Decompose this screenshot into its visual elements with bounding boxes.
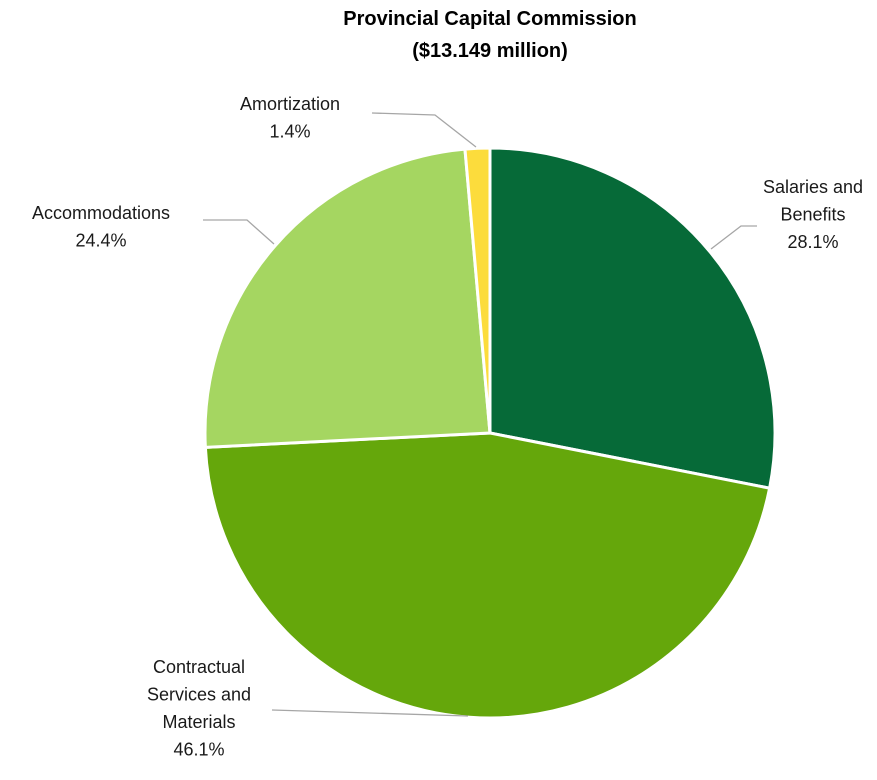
slice-accommodations: [203, 147, 492, 449]
data-label-accommodations: Accommodations 24.4%: [32, 203, 170, 251]
data-label-category: Accommodations: [32, 203, 170, 223]
slice-contractual-services-and-materials: [203, 431, 772, 720]
chart-title-line-2: ($13.149 million): [412, 40, 568, 62]
chart-title-line-1: Provincial Capital Commission: [343, 8, 636, 30]
data-labels: Salaries and Benefits 28.1% Contractual Serv…: [32, 94, 863, 760]
data-label-percent: 24.4%: [75, 231, 126, 251]
data-label-category: Services and: [147, 685, 251, 705]
chart-title: Provincial Capital Commission ($13.149 m…: [343, 8, 636, 62]
data-label-category: Benefits: [780, 205, 845, 225]
leader-line-amortization: [371, 112, 477, 148]
leader-lines: [203, 112, 757, 717]
data-label-amortization: Amortization 1.4%: [240, 94, 340, 142]
data-label-category: Amortization: [240, 94, 340, 114]
leader-line-salaries-and-benefits: [710, 225, 757, 250]
data-label-category: Salaries and: [763, 177, 863, 197]
data-label-percent: 28.1%: [787, 232, 838, 252]
data-label-category: Contractual: [153, 657, 245, 677]
leader-line-contractual-services-and-materials: [271, 709, 469, 717]
slice-salaries-and-benefits: [488, 146, 777, 490]
data-label-category: Materials: [162, 712, 235, 732]
pie-slices: [203, 146, 777, 720]
slice-amortization: [463, 146, 492, 435]
data-label-contractual-services-and-materials: Contractual Services and Materials 46.1%: [147, 657, 251, 760]
leader-line-accommodations: [203, 219, 275, 245]
data-label-salaries-and-benefits: Salaries and Benefits 28.1%: [763, 177, 863, 252]
data-label-percent: 1.4%: [269, 122, 310, 142]
data-label-percent: 46.1%: [173, 740, 224, 760]
